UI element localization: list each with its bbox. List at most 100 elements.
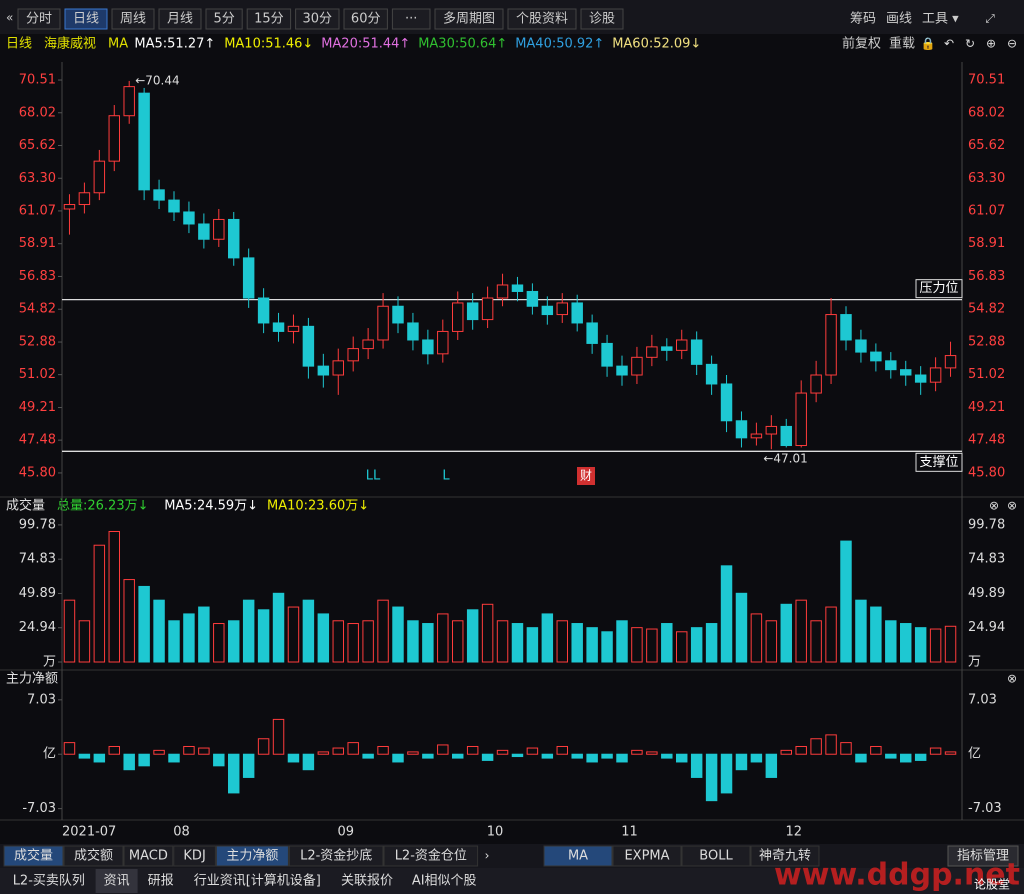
bar bbox=[900, 623, 912, 663]
close-icon[interactable]: ⊗ bbox=[1007, 499, 1017, 513]
overlay-tab[interactable] bbox=[543, 845, 613, 867]
y-tick-label-right: 52.88 bbox=[968, 335, 1005, 350]
pane-icon[interactable]: ↶ bbox=[944, 37, 954, 51]
indicator-tab[interactable] bbox=[3, 845, 64, 867]
overlay-tab[interactable] bbox=[750, 845, 820, 867]
candle-body bbox=[780, 425, 792, 447]
toolbar-label[interactable]: 分时 bbox=[26, 12, 52, 27]
indicator-tab-label[interactable]: 主力净额 bbox=[226, 849, 278, 864]
indicator-tab[interactable] bbox=[63, 845, 124, 867]
overlay-tab-label[interactable]: 神奇九转 bbox=[759, 848, 811, 864]
toolbar-button[interactable] bbox=[17, 8, 61, 30]
overlay-tab-label[interactable]: BOLL bbox=[699, 849, 733, 864]
close-icon[interactable]: ⊗ bbox=[1007, 672, 1017, 686]
bar bbox=[63, 742, 76, 755]
indicator-tab-label[interactable]: MACD bbox=[129, 849, 168, 864]
toolbar-label[interactable]: 60分 bbox=[351, 12, 381, 27]
toolbar-label[interactable]: 诊股 bbox=[589, 12, 615, 27]
toolbar-button[interactable] bbox=[343, 8, 388, 30]
toolbar-label[interactable]: 多周期图 bbox=[443, 11, 495, 27]
toolbar-button[interactable] bbox=[434, 8, 504, 30]
bar bbox=[720, 565, 733, 663]
candle-body bbox=[541, 305, 554, 316]
legend-right[interactable]: 前复权 bbox=[842, 36, 881, 52]
indicator-tab-label[interactable]: KDJ bbox=[183, 849, 205, 864]
y-tick-label-right: 7.03 bbox=[968, 692, 997, 707]
legend-right[interactable]: 重载 bbox=[889, 36, 915, 52]
toolbar-right[interactable]: 筹码 bbox=[850, 11, 876, 27]
toolbar-button[interactable] bbox=[295, 8, 340, 30]
candle-body bbox=[377, 305, 389, 341]
toolbar-label[interactable]: 5分 bbox=[213, 12, 234, 27]
candle-body bbox=[347, 348, 359, 362]
overlay-tab-label[interactable]: MA bbox=[568, 849, 588, 864]
candle-body bbox=[362, 339, 374, 350]
toolbar-button[interactable] bbox=[158, 8, 202, 30]
indicator-tab-label[interactable]: L2-资金抄底 bbox=[300, 848, 372, 864]
toolbar-right[interactable]: 画线 bbox=[886, 12, 912, 27]
overlay-tab-label[interactable]: EXPMA bbox=[624, 849, 669, 864]
indicator-tab[interactable] bbox=[288, 845, 384, 867]
watermark-sub: 论股堂 bbox=[974, 878, 1010, 892]
bar bbox=[452, 753, 464, 759]
overlay-tab[interactable] bbox=[681, 845, 751, 867]
status-tab[interactable]: 关联报价 bbox=[341, 874, 393, 889]
status-tab[interactable]: 行业资讯[计算机设备] bbox=[194, 873, 321, 889]
manage-button[interactable] bbox=[947, 845, 1019, 867]
tab-arrow[interactable]: › bbox=[485, 849, 490, 863]
bar bbox=[840, 540, 852, 663]
legend-item: MA5:24.59万↓ bbox=[164, 499, 258, 514]
toolbar-right[interactable]: 工具 ▾ bbox=[922, 12, 959, 27]
candle-body bbox=[228, 218, 240, 259]
candle-body bbox=[257, 297, 270, 324]
level-label: 支撑位 bbox=[919, 455, 958, 470]
indicator-tab[interactable] bbox=[123, 845, 174, 867]
toolbar-label[interactable]: 30分 bbox=[303, 12, 333, 27]
bar bbox=[929, 628, 942, 663]
close-icon[interactable]: ⊗ bbox=[989, 499, 999, 513]
bar bbox=[272, 592, 285, 663]
indicator-tab-label[interactable]: 成交额 bbox=[74, 848, 113, 864]
candle-body bbox=[885, 360, 897, 371]
manage-label[interactable]: 指标管理 bbox=[957, 849, 1009, 864]
status-tab[interactable]: 研报 bbox=[148, 874, 174, 889]
toolbar-button[interactable] bbox=[111, 8, 155, 30]
status-tab-active[interactable] bbox=[95, 869, 138, 893]
toolbar-button[interactable] bbox=[391, 8, 431, 30]
candle-body bbox=[646, 346, 658, 358]
toolbar-label[interactable]: 月线 bbox=[167, 12, 193, 27]
toolbar-button[interactable] bbox=[64, 8, 108, 30]
status-tab[interactable]: L2-买卖队列 bbox=[13, 874, 85, 889]
pane-icon[interactable]: ⊕ bbox=[986, 37, 996, 51]
overlay-tab[interactable] bbox=[612, 845, 682, 867]
indicator-tab[interactable] bbox=[383, 845, 479, 867]
bar bbox=[541, 753, 554, 759]
toolbar-label[interactable]: 15分 bbox=[254, 12, 284, 27]
y-tick-label-right: 63.30 bbox=[968, 171, 1005, 186]
pane-icon[interactable]: ↻ bbox=[965, 37, 975, 51]
toolbar-button[interactable] bbox=[246, 8, 292, 30]
toolbar-button[interactable] bbox=[580, 8, 624, 30]
status-tab[interactable]: AI相似个股 bbox=[412, 874, 477, 889]
indicator-tab-label[interactable]: L2-资金仓位 bbox=[395, 848, 467, 864]
back-icon[interactable]: « bbox=[6, 11, 13, 25]
indicator-tab-label[interactable]: 成交量 bbox=[14, 848, 53, 864]
toolbar-label[interactable]: ··· bbox=[405, 12, 417, 27]
level-label: 压力位 bbox=[919, 281, 958, 296]
fullscreen-icon[interactable]: ⤢ bbox=[984, 12, 995, 26]
toolbar-button[interactable] bbox=[205, 8, 243, 30]
bar bbox=[422, 753, 434, 759]
bar bbox=[496, 749, 509, 755]
candle-body bbox=[452, 302, 464, 332]
bar bbox=[213, 623, 225, 663]
toolbar-label[interactable]: 日线 bbox=[73, 12, 99, 27]
toolbar-button[interactable] bbox=[507, 8, 577, 30]
status-tab[interactable]: 资讯 bbox=[104, 874, 130, 889]
toolbar-label[interactable]: 周线 bbox=[120, 12, 146, 27]
pane-icon[interactable]: 🔒 bbox=[921, 37, 936, 51]
indicator-tab[interactable] bbox=[215, 845, 289, 867]
indicator-tab[interactable] bbox=[173, 845, 216, 867]
pane-icon[interactable]: ⊖ bbox=[1007, 37, 1017, 51]
candle-body bbox=[750, 433, 763, 439]
toolbar-label[interactable]: 个股资料 bbox=[516, 12, 568, 27]
